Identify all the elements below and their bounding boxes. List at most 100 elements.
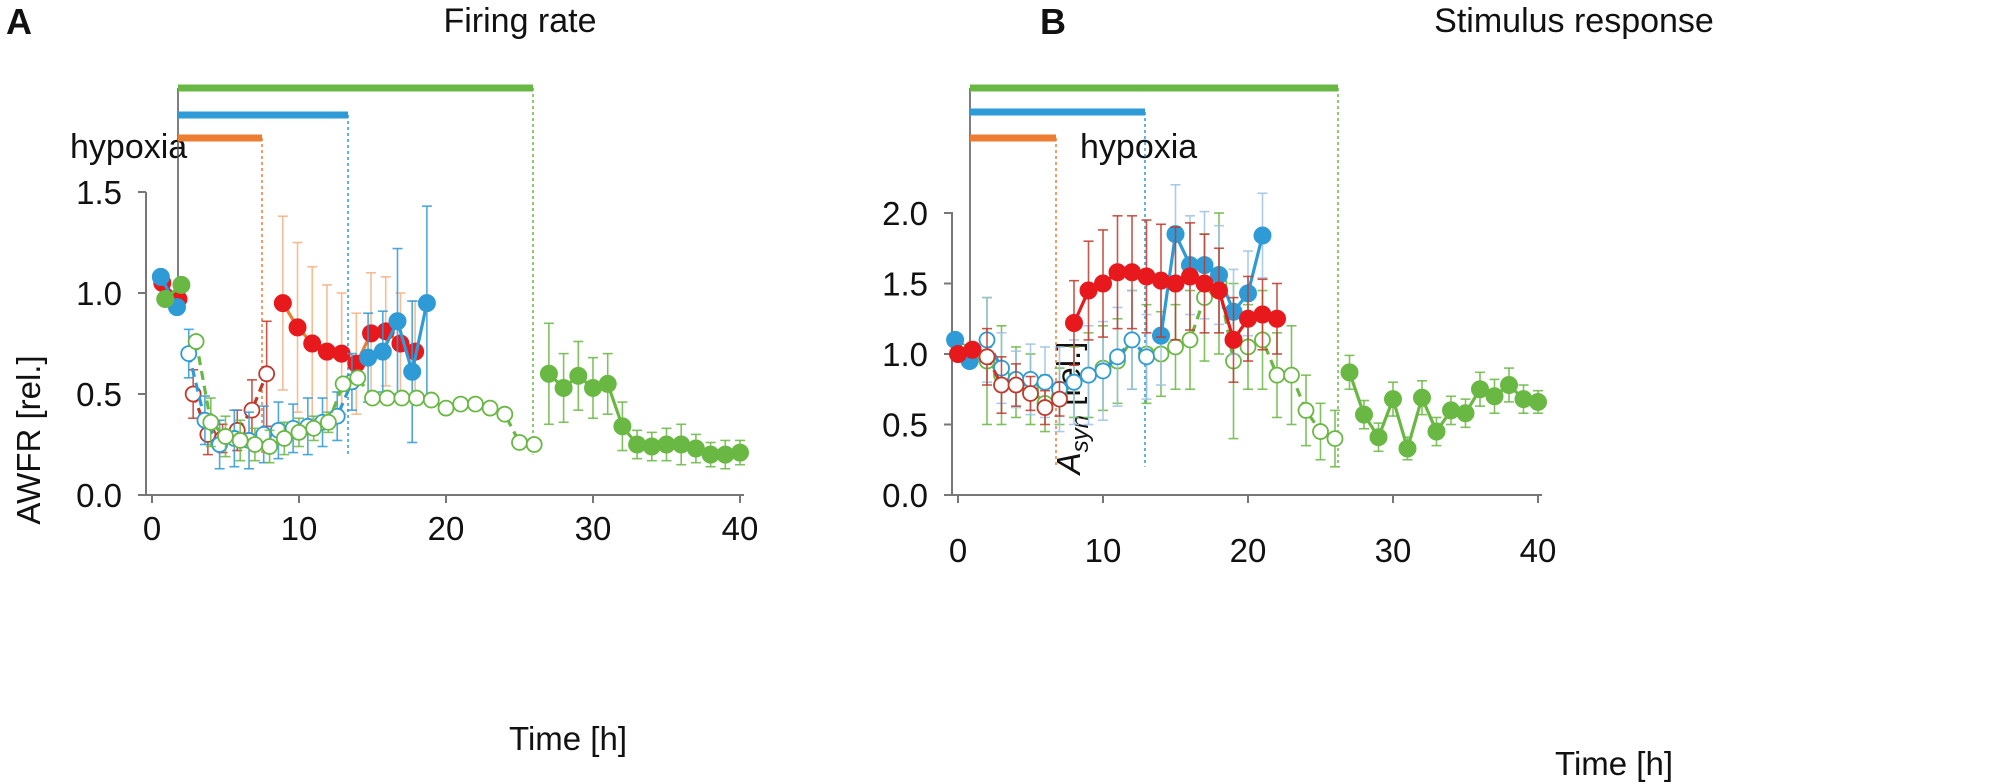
data-point xyxy=(731,443,749,462)
data-point xyxy=(613,417,632,436)
data-point xyxy=(378,389,396,407)
panel-b-ylabel-sub: syn xyxy=(1067,415,1094,452)
data-point xyxy=(1181,331,1199,349)
data-point xyxy=(1080,366,1097,384)
panel-b-xlabel: Time [h] xyxy=(1555,745,1673,782)
data-point xyxy=(349,369,367,387)
panel-a-title: Firing rate xyxy=(443,2,596,40)
data-point xyxy=(1355,405,1373,424)
data-point xyxy=(554,378,573,397)
data-point xyxy=(1312,423,1329,440)
data-point xyxy=(231,432,249,449)
panel-a-letter: A xyxy=(6,1,32,42)
data-point xyxy=(1007,376,1025,394)
data-point xyxy=(417,294,436,313)
data-point xyxy=(1369,428,1388,447)
data-point xyxy=(1166,274,1185,293)
data-point xyxy=(1109,348,1126,366)
data-point xyxy=(1268,366,1286,384)
data-point xyxy=(1514,390,1533,409)
data-point xyxy=(288,318,307,337)
data-point xyxy=(305,419,323,437)
data-point xyxy=(1456,404,1475,423)
y-tick-label: 2.0 xyxy=(882,195,928,232)
plot-area: 0 10 20 30 40 0.0 0.5 1.0 1.5 0 10 20 30 40 0.0 0.5 1.0 1… xyxy=(76,84,1557,569)
y-tick-label: 1.5 xyxy=(882,266,928,303)
data-point xyxy=(481,399,499,417)
data-point xyxy=(978,348,996,366)
data-point xyxy=(393,389,411,407)
data-point xyxy=(1167,338,1184,356)
data-point xyxy=(156,290,175,309)
data-point xyxy=(1485,387,1504,406)
data-point xyxy=(1094,362,1112,380)
data-point xyxy=(1398,439,1417,458)
data-point xyxy=(963,340,982,359)
data-point xyxy=(1210,281,1228,300)
data-point xyxy=(290,423,308,441)
x-tick-label: 20 xyxy=(1230,532,1267,569)
data-point xyxy=(1442,401,1460,420)
x-tick-label: 0 xyxy=(143,510,161,547)
x-tick-label: 10 xyxy=(281,510,318,547)
series-green-hypoxia xyxy=(952,212,1344,468)
x-tick-label: 30 xyxy=(1375,532,1412,569)
data-point xyxy=(217,428,234,445)
y-tick-label: 0.5 xyxy=(882,407,928,444)
panel-a-hypoxia-label: hypoxia xyxy=(70,128,187,166)
series-green-post xyxy=(539,322,749,470)
y-tick-label: 0.0 xyxy=(882,477,928,514)
data-point xyxy=(1138,348,1155,366)
data-point xyxy=(403,362,422,381)
series-green-post xyxy=(1340,354,1547,461)
data-point xyxy=(1529,392,1547,411)
panel-a-xlabel: Time [h] xyxy=(509,720,627,757)
data-point xyxy=(1036,373,1054,391)
y-tick-label: 1.0 xyxy=(76,275,122,312)
data-point xyxy=(364,389,381,407)
x-tick-label: 40 xyxy=(1520,532,1557,569)
data-point xyxy=(1181,267,1199,286)
panel-b-letter: B xyxy=(1040,1,1066,42)
data-point xyxy=(1051,390,1068,408)
data-point xyxy=(334,375,352,393)
data-point xyxy=(1500,376,1518,395)
data-point xyxy=(511,434,528,451)
data-point xyxy=(1413,388,1431,407)
data-point xyxy=(187,333,205,350)
data-point xyxy=(151,267,170,286)
panel-b-hypoxia-label: hypoxia xyxy=(1080,128,1197,166)
data-point xyxy=(1224,330,1243,349)
data-point xyxy=(466,395,484,413)
data-point xyxy=(1022,385,1039,402)
data-point xyxy=(246,436,264,453)
series-red-pre xyxy=(949,340,982,363)
data-point xyxy=(1036,399,1054,416)
x-tick-label: 40 xyxy=(722,510,759,547)
data-point xyxy=(422,391,440,409)
series-red-hypoxia xyxy=(978,327,1068,426)
series-red-post xyxy=(1065,215,1286,384)
data-point xyxy=(1195,274,1214,293)
data-point xyxy=(261,438,279,455)
y-tick-label: 0.0 xyxy=(76,477,122,514)
series-blue-pre xyxy=(151,267,186,317)
data-point xyxy=(1065,373,1083,391)
data-point xyxy=(172,275,191,294)
y-tick-label: 0.5 xyxy=(76,376,122,413)
data-point xyxy=(319,413,337,431)
data-point xyxy=(273,294,292,313)
x-tick-label: 20 xyxy=(428,510,465,547)
data-point xyxy=(1079,281,1098,300)
data-point xyxy=(569,366,588,385)
x-tick-label: 30 xyxy=(575,510,612,547)
data-point xyxy=(1123,331,1141,349)
data-point xyxy=(243,401,261,419)
data-point xyxy=(1094,274,1112,293)
data-point xyxy=(1268,309,1286,328)
data-point xyxy=(525,436,543,453)
data-point xyxy=(1152,271,1170,290)
y-tick-label: 1.0 xyxy=(882,336,928,373)
data-point xyxy=(452,395,470,413)
